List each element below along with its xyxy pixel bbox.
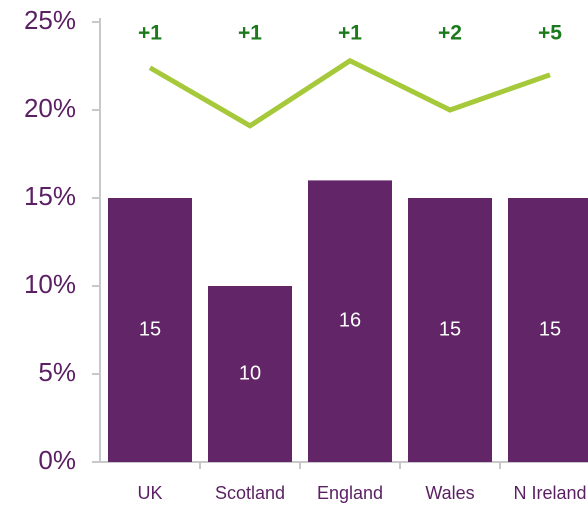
x-tick-label: N Ireland [513, 483, 586, 503]
y-tick-label: 0% [38, 445, 76, 475]
annotation: +1 [138, 22, 162, 45]
bar [308, 180, 392, 462]
y-tick-label: 20% [24, 93, 76, 123]
annotation: +5 [538, 22, 562, 45]
value-label: 15 [539, 318, 561, 340]
annotation: +1 [338, 22, 362, 45]
value-label: 10 [239, 362, 261, 384]
x-tick-label: England [317, 483, 383, 503]
y-tick-label: 5% [38, 357, 76, 387]
value-label: 15 [439, 318, 461, 340]
y-tick-label: 15% [24, 181, 76, 211]
bar [208, 286, 292, 462]
x-tick-label: Wales [425, 483, 474, 503]
annotation: +2 [438, 22, 462, 45]
value-label: 15 [139, 318, 161, 340]
x-tick-label: UK [137, 483, 162, 503]
bar [508, 198, 588, 462]
annotation: +1 [238, 22, 262, 45]
x-tick-label: Scotland [215, 483, 285, 503]
line [148, 57, 551, 129]
y-tick-label: 10% [24, 269, 76, 299]
bar [108, 198, 192, 462]
bar [408, 198, 492, 462]
value-label: 16 [339, 309, 361, 331]
y-tick-label: 25% [24, 5, 76, 35]
